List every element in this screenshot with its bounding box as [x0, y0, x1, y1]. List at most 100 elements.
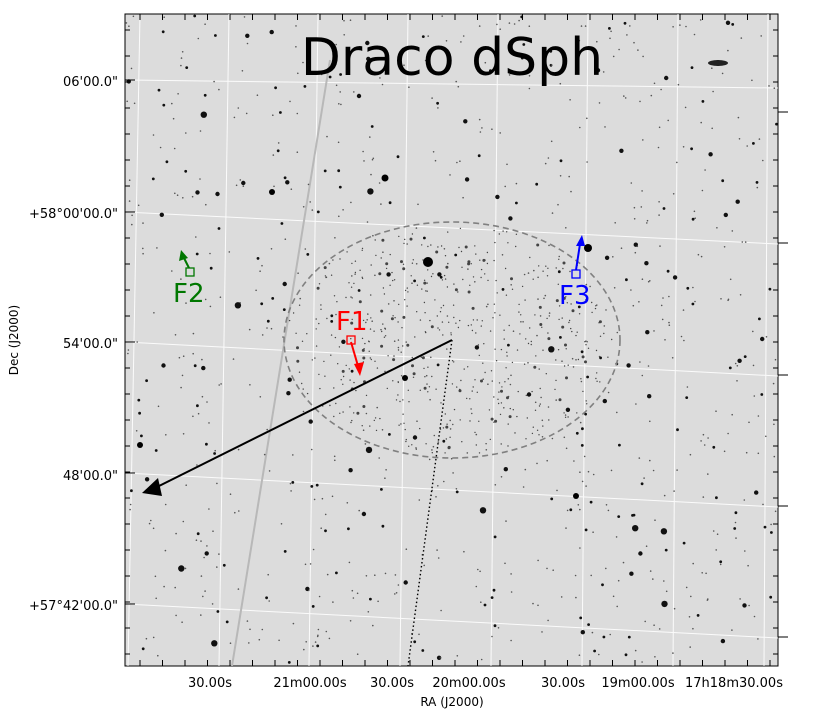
star	[752, 364, 755, 367]
star	[171, 102, 173, 105]
star-field	[125, 14, 778, 664]
star	[347, 527, 350, 531]
star	[568, 319, 571, 322]
star	[589, 285, 591, 288]
star	[682, 309, 685, 311]
star	[596, 372, 598, 374]
star	[565, 527, 567, 529]
star	[406, 287, 408, 289]
star	[173, 147, 176, 150]
star	[560, 596, 563, 598]
star	[278, 639, 280, 642]
star	[454, 288, 458, 292]
x-tick-label: 21m00.00s	[273, 676, 346, 691]
star	[259, 396, 262, 398]
star	[692, 286, 694, 289]
star	[547, 337, 551, 341]
star	[586, 403, 588, 405]
star	[731, 23, 735, 26]
star	[315, 345, 318, 347]
star	[500, 476, 503, 478]
star	[529, 256, 531, 259]
star	[416, 284, 419, 286]
star	[182, 197, 184, 199]
star	[229, 493, 232, 496]
star	[237, 588, 240, 590]
star	[479, 507, 487, 514]
star	[547, 267, 549, 269]
star	[430, 356, 432, 359]
star	[765, 435, 767, 438]
star	[175, 532, 177, 535]
bright-star	[137, 442, 143, 448]
star	[558, 318, 560, 321]
star	[131, 223, 133, 226]
star	[742, 603, 747, 608]
star	[255, 289, 257, 292]
star	[402, 345, 404, 347]
y-tick-label: 48'00.0"	[63, 469, 118, 484]
star	[707, 473, 709, 475]
star	[403, 64, 405, 66]
star	[456, 655, 459, 657]
star	[297, 272, 299, 275]
star	[626, 34, 628, 36]
star	[493, 229, 495, 232]
star	[424, 312, 426, 314]
star	[512, 409, 514, 411]
star	[580, 444, 584, 447]
star	[706, 599, 709, 601]
field-f3-label: F3	[559, 281, 591, 311]
star	[480, 601, 482, 603]
star	[419, 389, 421, 391]
star	[353, 412, 355, 414]
star	[192, 352, 194, 355]
star	[378, 457, 381, 459]
star	[501, 288, 505, 291]
star	[685, 396, 689, 399]
star	[442, 439, 446, 443]
star	[624, 97, 627, 99]
star	[239, 179, 242, 181]
star	[435, 250, 439, 254]
star	[659, 245, 661, 247]
star	[435, 388, 437, 390]
star	[658, 214, 660, 216]
star	[165, 160, 169, 164]
star	[306, 392, 309, 395]
star	[415, 448, 417, 450]
star	[510, 591, 513, 593]
star	[265, 596, 268, 600]
star	[383, 336, 386, 338]
star	[616, 411, 618, 414]
star	[426, 383, 428, 385]
star	[434, 159, 437, 162]
star	[534, 401, 537, 404]
star	[541, 436, 544, 438]
star	[658, 126, 661, 129]
star	[352, 597, 355, 599]
star	[413, 640, 417, 644]
star	[682, 541, 686, 545]
star	[321, 497, 324, 500]
star	[242, 185, 245, 187]
star	[405, 548, 408, 550]
star	[752, 142, 755, 145]
star	[384, 572, 387, 575]
star	[474, 379, 476, 381]
star	[384, 370, 386, 373]
star	[374, 417, 377, 419]
star	[503, 338, 505, 340]
star	[490, 596, 494, 599]
star	[246, 42, 249, 45]
star	[299, 297, 302, 300]
star	[218, 553, 220, 555]
star	[425, 290, 427, 292]
star	[666, 269, 670, 273]
star	[570, 327, 572, 330]
star	[414, 336, 416, 338]
star	[542, 349, 544, 351]
star	[516, 349, 519, 351]
star	[351, 262, 353, 265]
star	[295, 25, 297, 27]
